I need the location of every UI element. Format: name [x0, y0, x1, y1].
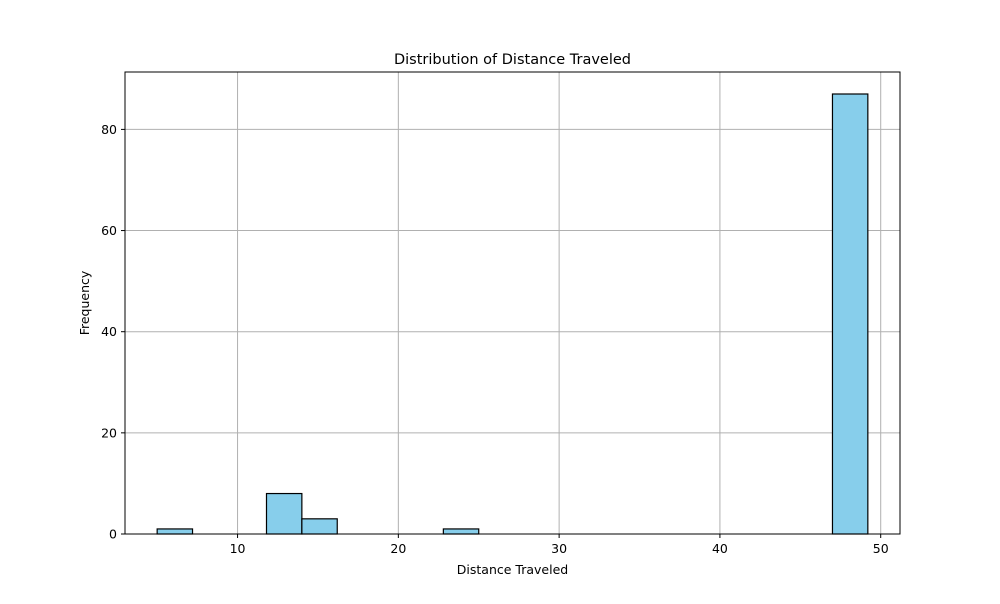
y-tick-label: 0	[109, 527, 117, 542]
x-tick-label: 40	[712, 541, 728, 556]
axis-ticks: 10 20 30 40 50 0 20 40 60 80	[101, 122, 889, 556]
x-tick-label: 30	[551, 541, 567, 556]
histogram-bar	[156, 528, 194, 535]
histogram-bars	[156, 93, 869, 535]
histogram-bar	[831, 93, 869, 535]
histogram-bar	[442, 528, 480, 535]
y-tick-label: 40	[101, 324, 117, 339]
y-tick-label: 20	[101, 425, 117, 440]
y-tick-label: 80	[101, 122, 117, 137]
x-tick-label: 10	[230, 541, 246, 556]
x-tick-label: 50	[873, 541, 889, 556]
histogram-bar	[301, 518, 338, 535]
chart-title: Distribution of Distance Traveled	[394, 52, 631, 68]
y-axis-label: Frequency	[77, 270, 92, 335]
x-axis-label: Distance Traveled	[457, 562, 568, 577]
y-tick-label: 60	[101, 223, 117, 238]
plot-frame	[124, 71, 901, 535]
histogram-bar	[265, 492, 303, 535]
x-tick-label: 20	[390, 541, 406, 556]
